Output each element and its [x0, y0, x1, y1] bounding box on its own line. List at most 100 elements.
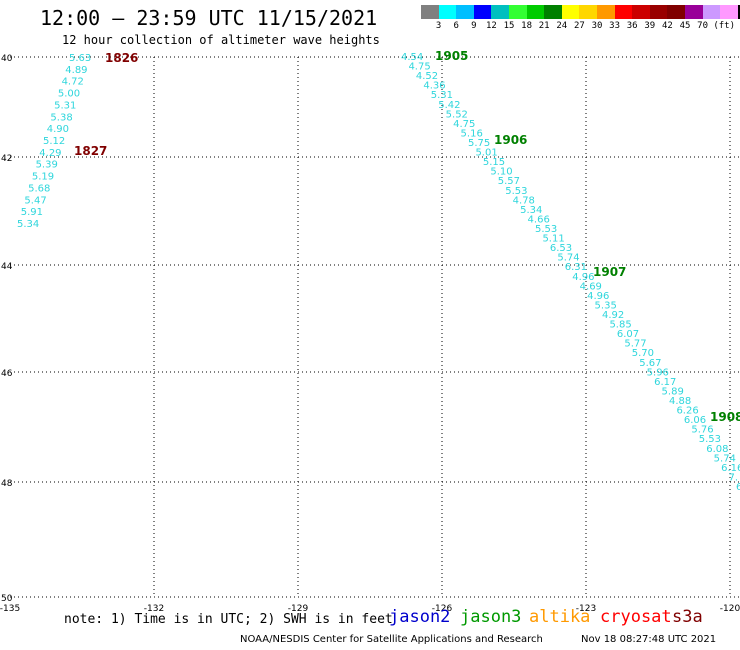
lat-label: 44: [1, 262, 13, 272]
scale-swatch: [456, 5, 474, 19]
wave-height-label: 5.96: [647, 367, 669, 378]
scale-swatch: [491, 5, 509, 19]
lon-label: -129: [288, 604, 309, 614]
scale-label: 24: [556, 21, 568, 31]
wave-height-label: 6.08: [706, 444, 728, 455]
scale-swatch: [614, 5, 633, 19]
wave-height-label: 5.53: [699, 434, 721, 445]
scale-label: 30: [591, 21, 603, 31]
time-label: 1905: [435, 49, 468, 63]
wave-height-label: 4.36: [423, 81, 445, 92]
wave-height-label: 5.38: [50, 112, 72, 123]
page-subtitle: 12 hour collection of altimeter wave hei…: [62, 33, 380, 47]
wave-height-label: 4.75: [408, 62, 430, 73]
satellite-s3a: s3a: [672, 607, 703, 627]
wave-height-label: 5.77: [624, 339, 646, 350]
wave-height-label: 5.75: [468, 138, 490, 149]
wave-height-label: 6.17: [654, 377, 676, 388]
lon-label: -120: [720, 604, 740, 614]
wave-height-label: 5.12: [43, 136, 65, 147]
scale-label: 39: [644, 21, 656, 31]
time-label: 1827: [74, 144, 107, 158]
wave-height-label: 5.85: [609, 320, 631, 331]
footer-organization: NOAA/NESDIS Center for Satellite Applica…: [240, 634, 543, 645]
scale-swatch: [544, 5, 562, 19]
scale-label: 33: [609, 21, 621, 31]
page-title: 12:00 — 23:59 UTC 11/15/2021: [40, 6, 378, 30]
scale-swatch: [667, 5, 685, 19]
scale-swatch: [438, 5, 457, 19]
wave-height-label: 5.74: [714, 453, 736, 464]
scale-label: 70: [697, 21, 709, 31]
wave-height-label: 4.66: [528, 214, 550, 225]
scale-label: 45: [679, 21, 691, 31]
wave-height-label: 5.74: [557, 253, 579, 264]
scale-label: 6: [453, 21, 459, 31]
scale-label: 42: [661, 21, 673, 31]
scale-label: 36: [626, 21, 638, 31]
wave-height-label: 4.78: [513, 195, 535, 206]
wave-height-label: 5.39: [36, 160, 58, 171]
satellite-jason3: jason3: [460, 607, 522, 627]
wave-height-label: 4.69: [580, 281, 602, 292]
wave-height-label: 5.67: [639, 358, 661, 369]
lat-label: 42: [1, 154, 12, 164]
wave-height-label: 5.52: [446, 109, 468, 120]
wave-height-label: 4.52: [416, 71, 438, 82]
footer-timestamp: Nov 18 08:27:48 UTC 2021: [581, 634, 717, 645]
wave-height-label: 5.01: [475, 148, 497, 159]
wave-height-label: 6.07: [617, 329, 639, 340]
wave-height-label: 5.34: [17, 219, 39, 230]
scale-swatch: [649, 5, 668, 19]
scale-label: 21: [538, 21, 550, 31]
scale-label: 18: [521, 21, 533, 31]
wave-height-label: 5.31: [54, 100, 76, 111]
wave-height-label: 5.15: [483, 157, 505, 168]
satellite-jason2: jason2: [389, 607, 451, 627]
wave-height-label: 5.53: [505, 186, 527, 197]
wave-height-label: 5.35: [595, 300, 617, 311]
scale-swatch: [720, 5, 738, 19]
wave-height-label: 5.91: [21, 207, 43, 218]
lon-label: -135: [0, 604, 20, 614]
satellite-altika: altika: [529, 607, 591, 627]
scale-label: 9: [471, 21, 477, 31]
scale-label: 12: [485, 21, 497, 31]
wave-height-label: 6.16: [721, 463, 740, 474]
scale-swatch: [421, 5, 439, 19]
wave-height-label: 5.47: [24, 195, 46, 206]
wave-height-label: 4.90: [47, 124, 69, 135]
wave-height-label: 4.92: [602, 310, 624, 321]
wave-height-label: 4.29: [39, 148, 61, 159]
lon-label: -126: [432, 604, 453, 614]
scale-swatch: [526, 5, 545, 19]
time-label: 1906: [494, 133, 527, 147]
wave-height-label: 6: [736, 482, 740, 493]
wave-height-label: 6.31: [565, 262, 587, 273]
lon-label: -132: [144, 604, 164, 614]
wave-height-label: 5.00: [58, 89, 80, 100]
wave-height-label: 5.11: [542, 234, 564, 245]
time-label: 1908: [710, 410, 740, 424]
wave-height-label: 5.70: [632, 348, 654, 359]
color-scale-bar: [421, 5, 740, 19]
lon-label: -123: [576, 604, 596, 614]
wave-height-label: 6.26: [676, 406, 698, 417]
wave-height-label: 4.88: [669, 396, 691, 407]
satellite-cryosat: cryosat: [600, 607, 672, 627]
wave-height-label: 4.75: [453, 119, 475, 130]
scale-label: (ft): [713, 21, 736, 31]
scale-swatch: [579, 5, 597, 19]
lat-label: 46: [1, 369, 13, 379]
wave-height-label: 5.42: [438, 100, 460, 111]
wave-height-label: 4.96: [572, 272, 594, 283]
units-note: note: 1) Time is in UTC; 2) SWH is in fe…: [64, 612, 393, 627]
wave-height-label: 6.06: [684, 415, 706, 426]
time-label: 1907: [593, 265, 626, 279]
scale-swatch: [737, 5, 740, 19]
wave-height-label: 5.57: [498, 176, 520, 187]
wave-height-label: 5.16: [461, 128, 483, 139]
wave-height-label: 5.10: [490, 167, 512, 178]
scale-swatch: [632, 5, 650, 19]
